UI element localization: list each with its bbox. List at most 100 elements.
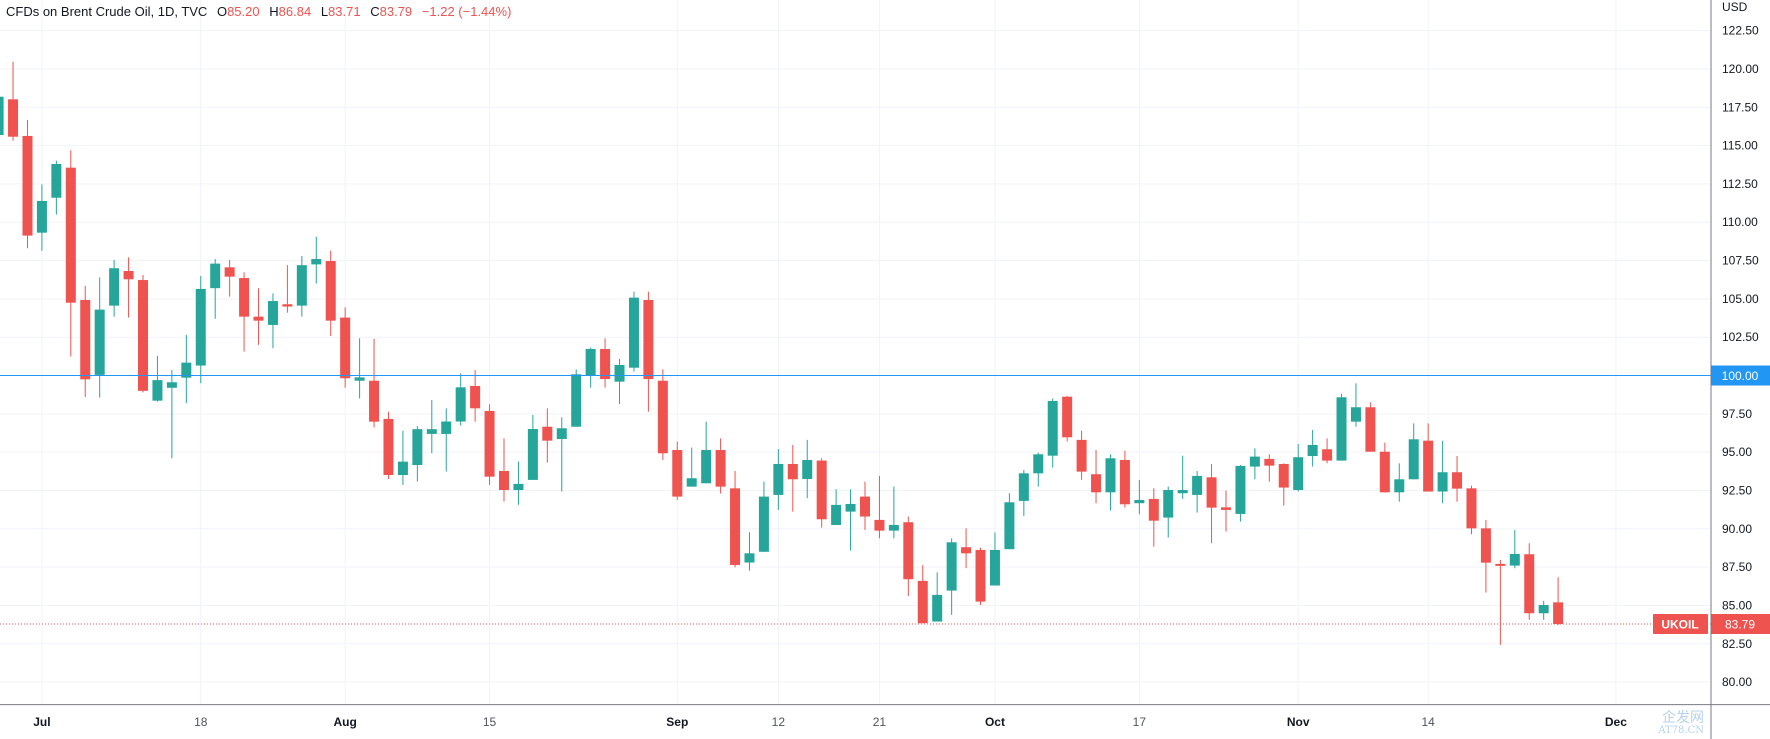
candle-body	[1018, 473, 1029, 501]
candle-body	[1177, 490, 1188, 494]
time-tick-label: 12	[772, 715, 786, 729]
candle	[1423, 423, 1434, 492]
candle-body	[51, 164, 62, 198]
candle-body	[267, 301, 278, 325]
close-value: 83.79	[379, 4, 413, 19]
price-tick-label: 112.50	[1722, 177, 1758, 191]
candle	[1206, 463, 1217, 544]
price-tick-label: 107.50	[1722, 254, 1759, 268]
candle-body	[975, 549, 986, 602]
candle	[1509, 529, 1520, 569]
candle-body	[65, 167, 76, 303]
candle	[556, 417, 567, 492]
candle	[267, 293, 278, 349]
candle	[195, 275, 206, 384]
price-tick-label: 122.50	[1722, 24, 1759, 38]
candle-body	[1553, 602, 1564, 624]
candle	[441, 408, 452, 472]
candle	[210, 259, 221, 319]
candle-body	[600, 349, 611, 380]
open-value: 85.20	[227, 4, 260, 19]
candle	[325, 250, 336, 336]
candle-body	[1076, 439, 1087, 472]
candle	[1105, 454, 1116, 511]
candle-body	[455, 387, 466, 422]
candle	[888, 486, 899, 539]
candle-body	[1524, 554, 1535, 614]
price-tick-label: 92.50	[1722, 483, 1752, 497]
candle-body	[816, 460, 827, 520]
candle	[340, 307, 351, 388]
candle-body	[787, 463, 798, 480]
candle-body	[903, 522, 914, 580]
candle-body	[571, 374, 582, 427]
candle-body	[397, 461, 408, 475]
candle	[224, 259, 235, 297]
candle	[484, 404, 495, 485]
candle-body	[686, 478, 697, 487]
price-tick-label: 82.50	[1722, 637, 1752, 651]
candle	[932, 572, 943, 622]
candle-body	[1091, 474, 1102, 493]
price-tick-label: 110.00	[1722, 215, 1758, 229]
candle-body	[845, 503, 856, 512]
time-tick-label: 17	[1133, 715, 1147, 729]
price-tick-label: 80.00	[1722, 675, 1752, 689]
candle	[1148, 488, 1159, 547]
price-axis[interactable]: 80.00 82.50 85.00 87.50 90.00 92.50 95.00 97.50…	[1710, 0, 1759, 739]
candle-body	[210, 263, 221, 289]
candle-body	[94, 309, 105, 375]
candle-body	[1033, 454, 1044, 474]
time-tick-label: 15	[483, 715, 497, 729]
candle-body	[1350, 407, 1361, 422]
time-tick-label: Jul	[33, 715, 50, 729]
candle	[239, 272, 250, 352]
candle	[802, 439, 813, 499]
time-tick-label: Oct	[985, 715, 1005, 729]
candle-body	[1365, 407, 1376, 452]
candle	[1293, 444, 1304, 492]
candle-body	[181, 362, 192, 378]
candle	[1553, 577, 1564, 626]
candle	[1221, 490, 1231, 532]
candle	[860, 481, 870, 530]
candle-body	[614, 364, 625, 382]
candle	[1177, 455, 1188, 499]
candle	[1119, 450, 1130, 508]
time-tick-label: 14	[1421, 715, 1435, 729]
candle	[1495, 559, 1506, 645]
price-tick-label: 120.00	[1722, 62, 1759, 76]
candle-body	[628, 297, 639, 368]
price-tick-label: 115.00	[1722, 139, 1758, 153]
candle-body	[585, 349, 596, 376]
currency-label: USD	[1722, 0, 1748, 14]
candle	[311, 236, 322, 284]
price-tick-label: 117.50	[1722, 100, 1758, 114]
candle-body	[1249, 456, 1260, 467]
candle	[686, 447, 697, 487]
candle	[715, 438, 726, 494]
candle	[1350, 383, 1361, 427]
candle-body	[744, 553, 755, 563]
candle	[123, 257, 134, 318]
candle	[961, 528, 972, 569]
candle-body	[8, 99, 19, 137]
close-key: C	[370, 4, 380, 19]
price-tick-label: 87.50	[1722, 560, 1752, 574]
candle	[499, 438, 509, 502]
candle-body	[773, 463, 784, 495]
candle	[744, 532, 755, 571]
candle-body	[311, 259, 322, 265]
candle-body	[860, 496, 870, 517]
low-key: L	[320, 4, 329, 19]
candle-body	[888, 524, 899, 531]
watermark-logo: 企发网 AT78.CN	[1658, 710, 1704, 736]
time-axis[interactable]: Jul 18 Aug 15 Sep 12 21 Oct 17 Nov 14 Dec	[0, 704, 1770, 729]
price-tick-label: 97.50	[1722, 407, 1752, 421]
candle-body	[1466, 488, 1477, 529]
candle-body	[441, 421, 452, 434]
candle-body	[282, 304, 293, 307]
candle-body	[1221, 507, 1231, 510]
candle-body	[1264, 458, 1275, 466]
